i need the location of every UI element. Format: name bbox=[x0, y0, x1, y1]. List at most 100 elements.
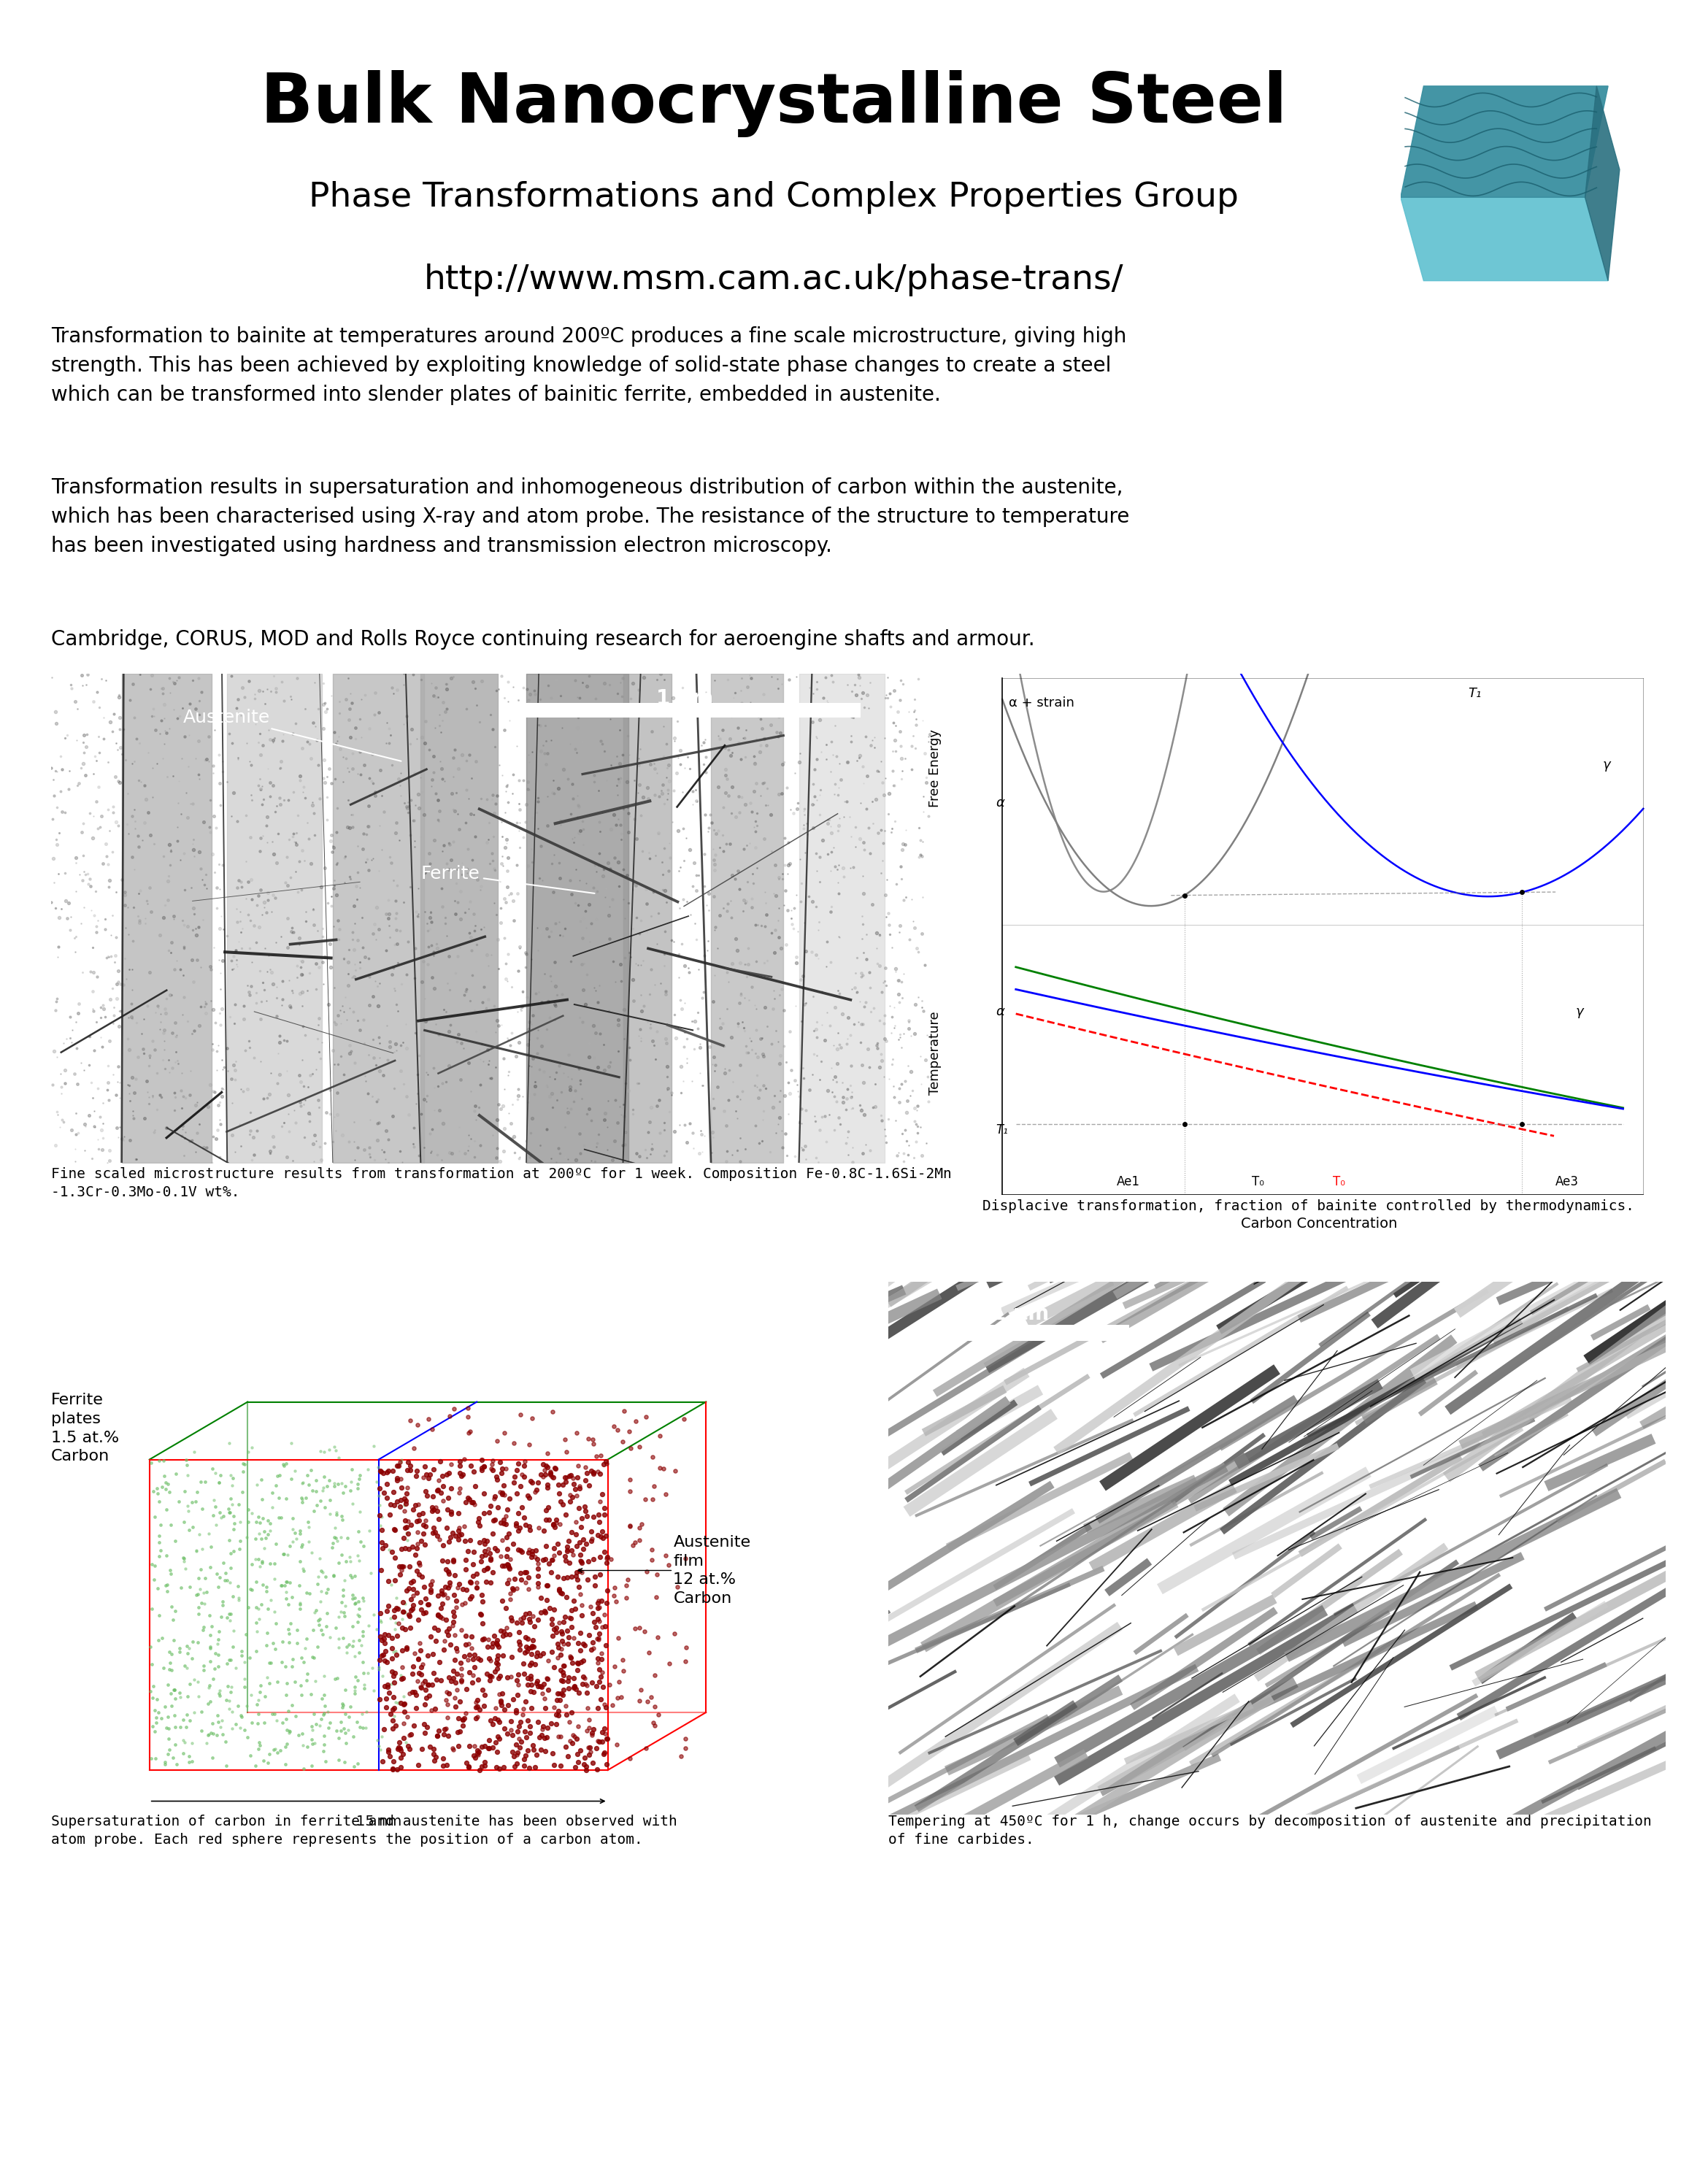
Point bbox=[147, 1508, 174, 1543]
Point bbox=[465, 1682, 492, 1717]
Point bbox=[292, 1630, 319, 1665]
Point bbox=[289, 1528, 316, 1562]
Point bbox=[512, 1719, 540, 1754]
Point bbox=[405, 1556, 432, 1591]
Point bbox=[548, 1486, 576, 1521]
Point bbox=[541, 1615, 569, 1649]
Point bbox=[468, 1621, 495, 1656]
Point bbox=[386, 1445, 413, 1480]
Point bbox=[456, 1415, 483, 1449]
Point bbox=[400, 1493, 427, 1528]
Point bbox=[422, 1691, 449, 1725]
Point bbox=[441, 1558, 468, 1593]
Point bbox=[159, 1602, 186, 1636]
Point bbox=[386, 1741, 413, 1775]
Point bbox=[579, 1499, 606, 1534]
Point bbox=[377, 1621, 405, 1656]
Point bbox=[181, 1434, 208, 1469]
Point bbox=[367, 1604, 395, 1638]
Point bbox=[523, 1473, 550, 1508]
Point bbox=[468, 1597, 495, 1632]
Point bbox=[154, 1699, 181, 1734]
Point bbox=[589, 1723, 617, 1758]
Point bbox=[295, 1523, 323, 1558]
Point bbox=[531, 1512, 559, 1547]
Point bbox=[389, 1595, 417, 1630]
Point bbox=[241, 1521, 268, 1556]
Point bbox=[562, 1517, 589, 1552]
Point bbox=[499, 1682, 526, 1717]
Point bbox=[533, 1569, 560, 1604]
Point bbox=[432, 1747, 459, 1782]
Point bbox=[243, 1634, 270, 1669]
Point bbox=[161, 1673, 188, 1708]
Point bbox=[143, 1571, 171, 1606]
Point bbox=[227, 1699, 254, 1734]
Point bbox=[444, 1495, 471, 1530]
Point bbox=[152, 1493, 179, 1528]
Point bbox=[482, 1654, 509, 1688]
Point bbox=[273, 1565, 301, 1599]
Point bbox=[593, 1691, 620, 1725]
Point bbox=[328, 1706, 355, 1741]
Point bbox=[468, 1452, 495, 1486]
Point bbox=[418, 1693, 446, 1728]
Text: Free Energy: Free Energy bbox=[929, 730, 941, 808]
Point bbox=[507, 1606, 535, 1641]
Point bbox=[383, 1460, 410, 1495]
Point bbox=[325, 1630, 352, 1665]
Point bbox=[381, 1699, 408, 1734]
Point bbox=[219, 1469, 246, 1504]
Point bbox=[485, 1721, 512, 1756]
Point bbox=[389, 1549, 417, 1584]
Point bbox=[511, 1460, 538, 1495]
Point bbox=[210, 1545, 237, 1580]
Point bbox=[345, 1462, 372, 1497]
Point bbox=[342, 1660, 369, 1695]
Point bbox=[540, 1612, 567, 1647]
Point bbox=[142, 1693, 169, 1728]
Point bbox=[540, 1506, 567, 1541]
Point bbox=[190, 1532, 217, 1567]
Point bbox=[217, 1565, 244, 1599]
Point bbox=[564, 1654, 591, 1688]
Point bbox=[497, 1582, 524, 1617]
Point bbox=[488, 1547, 516, 1582]
Point bbox=[494, 1532, 521, 1567]
Point bbox=[203, 1628, 231, 1662]
Point bbox=[458, 1580, 485, 1615]
Point bbox=[516, 1480, 543, 1515]
Point bbox=[559, 1536, 586, 1571]
Point bbox=[374, 1667, 401, 1701]
Point bbox=[483, 1628, 511, 1662]
Point bbox=[577, 1454, 605, 1489]
Point bbox=[465, 1504, 492, 1538]
Point bbox=[217, 1495, 244, 1530]
Point bbox=[518, 1658, 545, 1693]
Point bbox=[488, 1456, 516, 1491]
Point bbox=[576, 1467, 603, 1502]
Point bbox=[586, 1456, 613, 1491]
Point bbox=[316, 1621, 343, 1656]
Point bbox=[331, 1562, 359, 1597]
Point bbox=[550, 1658, 577, 1693]
Point bbox=[323, 1495, 350, 1530]
Point bbox=[502, 1728, 529, 1762]
Point bbox=[598, 1543, 625, 1578]
Point bbox=[543, 1558, 570, 1593]
Point bbox=[477, 1662, 504, 1697]
Point bbox=[403, 1665, 430, 1699]
Point bbox=[463, 1688, 490, 1723]
Point bbox=[570, 1628, 598, 1662]
Point bbox=[482, 1532, 509, 1567]
Point bbox=[593, 1628, 620, 1662]
Point bbox=[408, 1649, 436, 1684]
Point bbox=[430, 1578, 458, 1612]
Point bbox=[138, 1547, 166, 1582]
Point bbox=[567, 1634, 594, 1669]
Point bbox=[217, 1643, 244, 1678]
Point bbox=[347, 1523, 374, 1558]
Point bbox=[395, 1517, 422, 1552]
Point bbox=[384, 1447, 412, 1482]
Point bbox=[617, 1415, 644, 1449]
